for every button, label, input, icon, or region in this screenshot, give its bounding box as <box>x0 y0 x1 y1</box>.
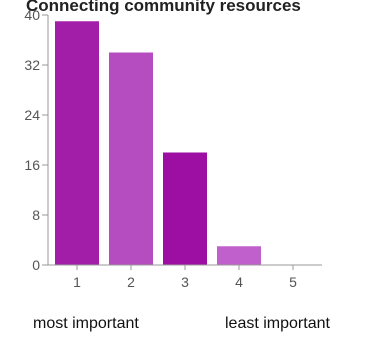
x-tick-label: 2 <box>127 274 135 290</box>
caption-most-important: most important <box>33 315 139 332</box>
bar-3 <box>163 152 207 265</box>
y-tick-label: 16 <box>24 157 40 173</box>
chart-title: Connecting community resources <box>26 0 301 15</box>
x-tick-label: 5 <box>289 274 297 290</box>
y-tick-label: 0 <box>32 257 40 273</box>
bar-1 <box>55 21 99 265</box>
x-tick-label: 3 <box>181 274 189 290</box>
y-axis: 0 8 16 24 32 40 <box>24 7 49 273</box>
bar-2 <box>109 52 153 265</box>
caption-least-important: least important <box>225 315 330 332</box>
y-tick-label: 24 <box>24 107 40 123</box>
bar-4 <box>217 246 261 265</box>
y-tick-label: 8 <box>32 207 40 223</box>
x-axis: 1 2 3 4 5 <box>48 264 322 290</box>
x-tick-label: 1 <box>73 274 81 290</box>
y-tick-label: 40 <box>24 7 40 23</box>
x-tick-label: 4 <box>235 274 243 290</box>
y-tick-label: 32 <box>24 57 40 73</box>
bars <box>55 21 261 265</box>
